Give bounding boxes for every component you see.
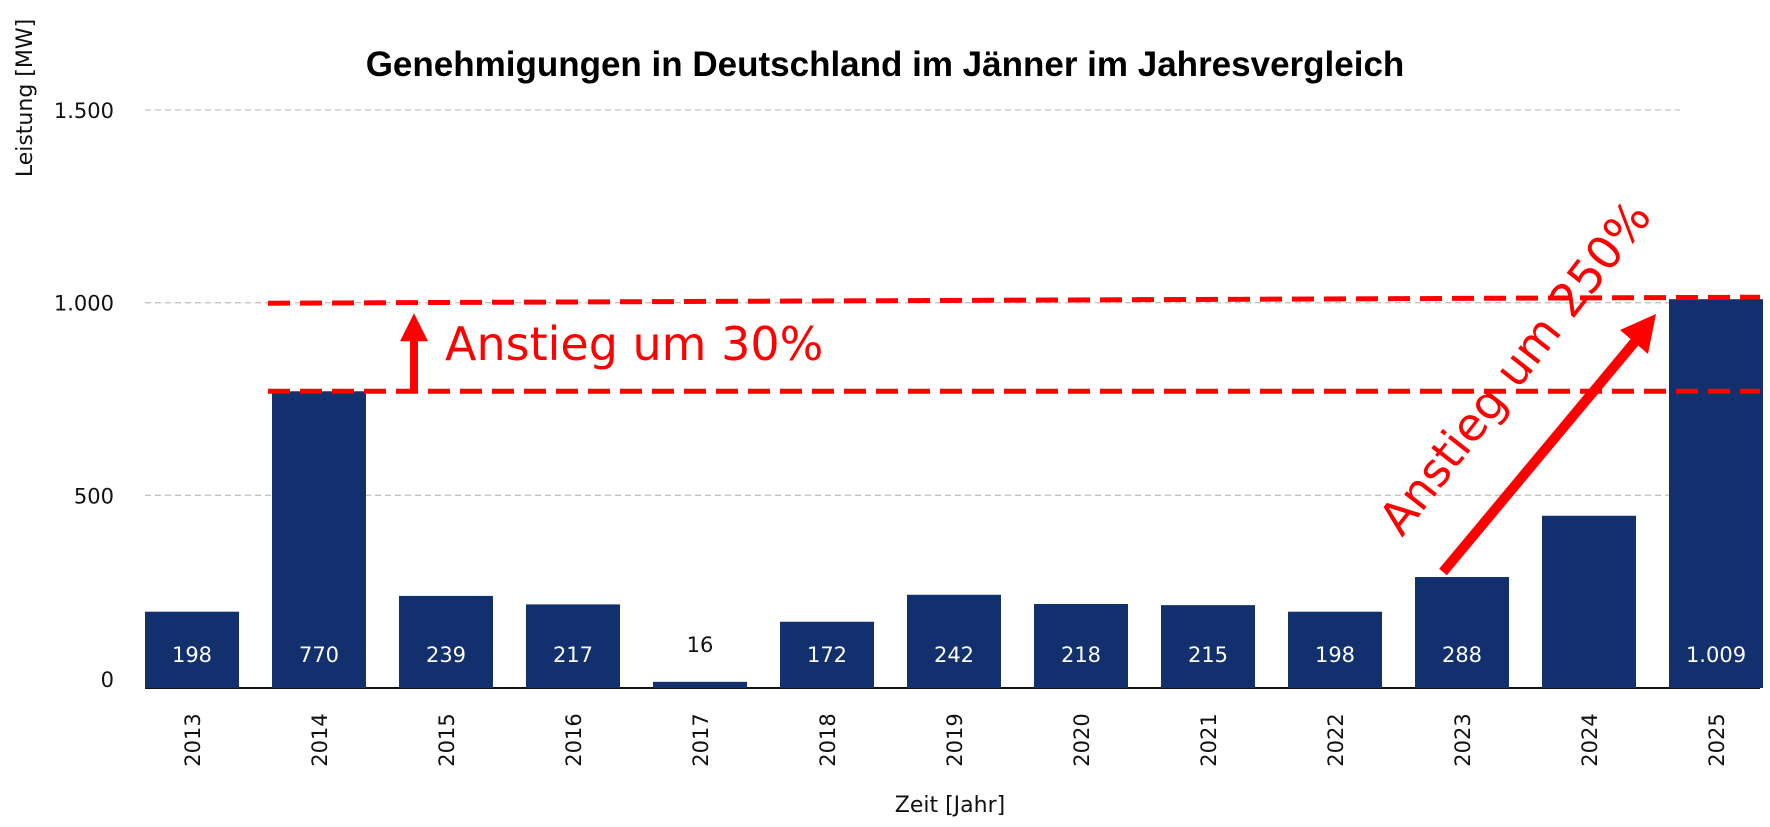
annotation-30: Anstieg um 30% xyxy=(445,317,823,371)
data-label: 242 xyxy=(934,643,974,667)
data-label: 288 xyxy=(1442,643,1482,667)
bar xyxy=(1288,611,1382,688)
bar xyxy=(1034,603,1128,688)
y-tick-label: 1.500 xyxy=(54,99,114,123)
bar xyxy=(780,621,874,688)
x-tick-label: 2019 xyxy=(943,713,967,766)
x-tick-label: 2017 xyxy=(689,713,713,766)
annotations: Anstieg um 30% Anstieg um 250% xyxy=(267,190,1761,576)
bars: 198 770 239 217 16 172 242 218 215 198 288 1.009 xyxy=(145,299,1763,688)
data-label: 172 xyxy=(807,643,847,667)
chart-title: Genehmigungen in Deutschland im Jänner i… xyxy=(366,45,1405,84)
bar xyxy=(653,681,747,688)
x-tick-label: 2025 xyxy=(1705,713,1729,766)
data-label: 198 xyxy=(1315,643,1355,667)
data-label: 1.009 xyxy=(1686,643,1746,667)
x-tick-label: 2014 xyxy=(308,713,332,766)
bar xyxy=(399,595,493,688)
data-label: 16 xyxy=(687,633,714,657)
arrow-250-head xyxy=(1620,314,1656,354)
bar xyxy=(272,391,366,688)
data-label: 239 xyxy=(426,643,466,667)
data-label: 198 xyxy=(172,643,212,667)
data-label: 215 xyxy=(1188,643,1228,667)
x-tick-label: 2024 xyxy=(1578,713,1602,766)
arrow-30-head xyxy=(400,313,428,342)
x-tick-label: 2021 xyxy=(1197,713,1221,766)
x-tick-label: 2015 xyxy=(435,713,459,766)
bar xyxy=(1669,299,1763,688)
x-tick-label: 2016 xyxy=(562,713,586,766)
x-tick-label: 2023 xyxy=(1451,713,1475,766)
arrow-250-shaft xyxy=(1439,334,1642,576)
y-tick-label: 500 xyxy=(74,484,114,508)
data-label: 218 xyxy=(1061,643,1101,667)
y-axis-label: Leistung [MW] xyxy=(13,19,38,177)
data-label: 217 xyxy=(553,643,593,667)
x-tick-label: 2020 xyxy=(1070,713,1094,766)
x-tick-label: 2022 xyxy=(1324,713,1348,766)
data-label: 770 xyxy=(299,643,339,667)
bar xyxy=(526,604,620,688)
x-tick-label: 2013 xyxy=(181,713,205,766)
y-tick-label: 1.000 xyxy=(54,292,114,316)
bar xyxy=(1161,605,1255,688)
y-tick-labels: 0 500 1.000 1.500 xyxy=(54,99,114,692)
reference-line-upper xyxy=(267,294,1761,306)
bar xyxy=(1415,577,1509,688)
bar xyxy=(1542,515,1636,688)
x-tick-label: 2018 xyxy=(816,713,840,766)
y-tick-label: 0 xyxy=(101,668,114,692)
x-tick-labels: 2013 2014 2015 2016 2017 2018 2019 2020 2021 2022… xyxy=(181,713,1729,766)
bar xyxy=(907,594,1001,688)
x-axis-label: Zeit [Jahr] xyxy=(895,793,1005,818)
bar xyxy=(145,611,239,688)
